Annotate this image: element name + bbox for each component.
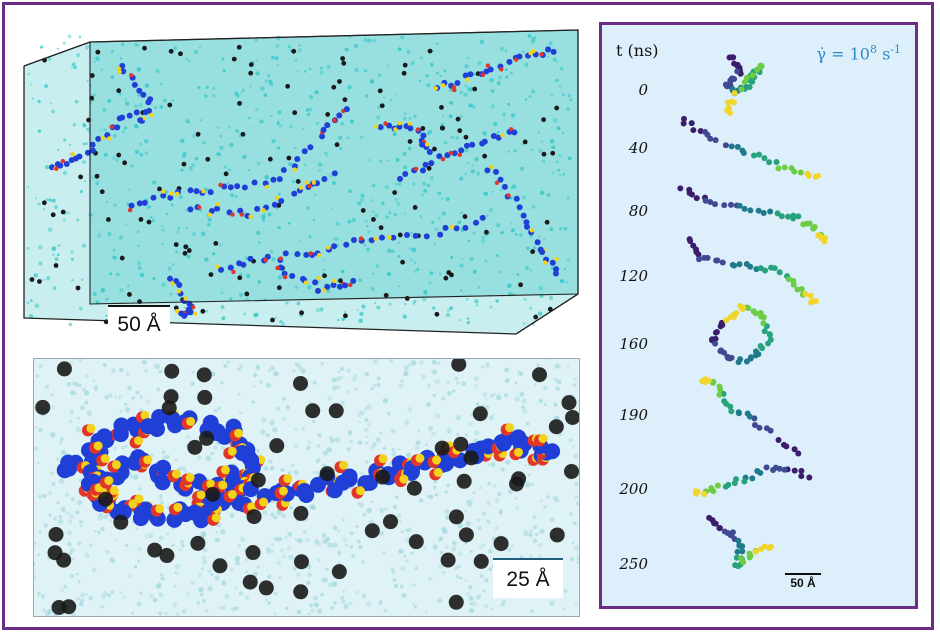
scale-bar-50: 50 Å — [108, 305, 170, 339]
polymer-chain-2 — [215, 214, 486, 275]
snapshot-200 — [692, 464, 813, 498]
snapshot-250 — [706, 514, 774, 570]
zoomed-chain-panel — [33, 358, 580, 617]
polymer-chain-5 — [433, 46, 557, 93]
snapshot-190 — [699, 376, 802, 457]
chain-snapshots-image — [677, 54, 829, 570]
polymer-chain-4 — [397, 127, 518, 182]
polymer-chain-10 — [374, 121, 433, 156]
snapshot-120 — [686, 236, 819, 306]
polymer-chain-3 — [49, 109, 140, 171]
time-label-190: 190 — [619, 406, 648, 424]
time-label-250: 250 — [619, 555, 648, 573]
snapshot-40 — [680, 115, 822, 180]
time-label-200: 200 — [619, 480, 648, 498]
polymer-chain-1 — [187, 170, 338, 219]
time-label-120: 120 — [619, 267, 648, 285]
time-label-40: 40 — [628, 139, 648, 157]
scale-bar-25: 25 Å — [493, 558, 563, 598]
snapshot-0 — [722, 54, 765, 116]
polymer-chain-0 — [127, 106, 350, 213]
polymer-chain-8 — [275, 264, 357, 294]
polymer-chain-6 — [116, 62, 154, 124]
zoomed-chain-image — [34, 359, 579, 616]
time-series-panel: t (ns) γ̇ = 108 s-1 0 40 80 120 160 190 … — [599, 22, 918, 609]
time-label-0: 0 — [638, 81, 648, 99]
box-edge — [515, 293, 579, 335]
polymer-chain-9 — [167, 275, 198, 319]
simulation-box-image — [23, 29, 579, 335]
polymer-chain-7 — [484, 164, 560, 277]
simulation-box-panel: 50 Å — [20, 18, 595, 346]
box-back-face — [90, 30, 578, 304]
time-label-160: 160 — [619, 335, 648, 353]
figure-frame — [2, 2, 934, 630]
snapshot-80 — [677, 185, 829, 245]
scale-bar-right: 50 Å — [785, 573, 821, 590]
snapshot-160 — [709, 303, 774, 366]
time-label-80: 80 — [628, 202, 648, 220]
time-axis-header: t (ns) — [616, 41, 659, 60]
shear-rate-label: γ̇ = 108 s-1 — [816, 43, 901, 64]
box-edge — [23, 41, 91, 67]
